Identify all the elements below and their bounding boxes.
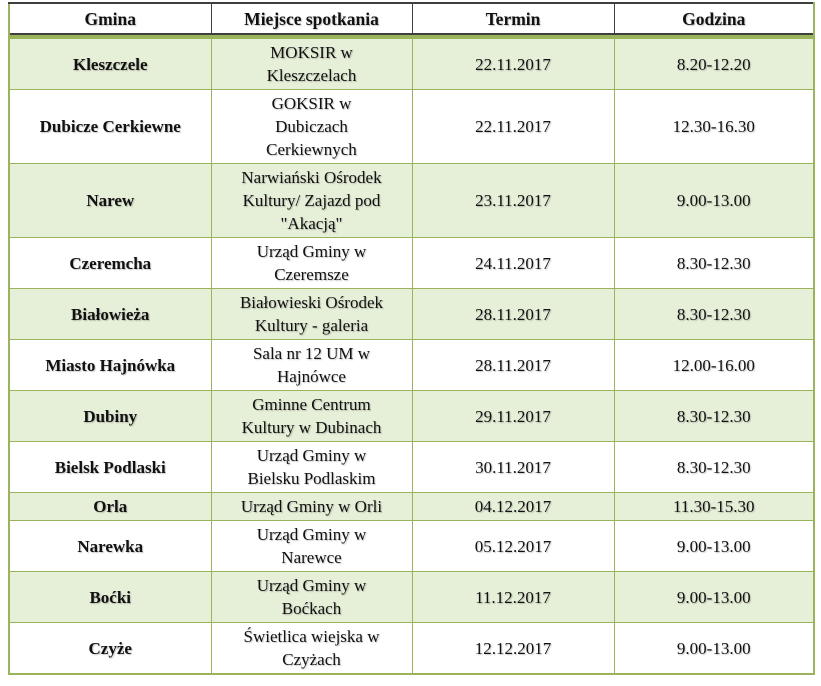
table-row: Boćki Urząd Gminy w Boćkach 11.12.2017 9.00… bbox=[8, 571, 815, 623]
cell-godzina: 8.20-12.20 bbox=[613, 35, 815, 90]
cell-termin: 28.11.2017 bbox=[411, 339, 615, 391]
cell-gmina: Dubicze Cerkiewne bbox=[8, 89, 212, 164]
cell-miejsce: Sala nr 12 UM w Hajnówce bbox=[210, 339, 413, 391]
cell-godzina: 12.00-16.00 bbox=[613, 339, 815, 391]
table-row: Narewka Urząd Gminy w Narewce 05.12.2017 9.… bbox=[8, 520, 815, 572]
column-header-gmina: Gmina bbox=[8, 3, 212, 37]
cell-miejsce: Urząd Gminy w Narewce bbox=[210, 520, 413, 572]
cell-miejsce: Urząd Gminy w Boćkach bbox=[210, 571, 413, 623]
table-row: Narew Narwiański Ośrodek Kultury/ Zajazd … bbox=[8, 163, 815, 238]
cell-godzina: 9.00-13.00 bbox=[613, 622, 815, 675]
cell-gmina: Bielsk Podlaski bbox=[8, 441, 212, 493]
cell-godzina: 8.30-12.30 bbox=[613, 237, 815, 289]
cell-gmina: Dubiny bbox=[8, 390, 212, 442]
cell-gmina: Narewka bbox=[8, 520, 212, 572]
header-row: Gmina Miejsce spotkania Termin Godzina bbox=[8, 3, 815, 37]
cell-termin: 05.12.2017 bbox=[411, 520, 615, 572]
cell-termin: 30.11.2017 bbox=[411, 441, 615, 493]
table-row: Miasto Hajnówka Sala nr 12 UM w Hajnówce 2… bbox=[8, 339, 815, 391]
column-header-miejsce: Miejsce spotkania bbox=[210, 3, 413, 37]
cell-gmina: Czeremcha bbox=[8, 237, 212, 289]
table-row: Dubicze Cerkiewne GOKSIR w Dubiczach Cerk… bbox=[8, 89, 815, 164]
cell-gmina: Orla bbox=[8, 492, 212, 521]
cell-termin: 24.11.2017 bbox=[411, 237, 615, 289]
table-row: Czeremcha Urząd Gminy w Czeremsze 24.11.20… bbox=[8, 237, 815, 289]
column-header-termin: Termin bbox=[411, 3, 615, 37]
cell-gmina: Narew bbox=[8, 163, 212, 238]
cell-miejsce: Białowieski Ośrodek Kultury - galeria bbox=[210, 288, 413, 340]
cell-miejsce: Urząd Gminy w Bielsku Podlaskim bbox=[210, 441, 413, 493]
cell-miejsce: Gminne Centrum Kultury w Dubinach bbox=[210, 390, 413, 442]
table-body: Kleszczele MOKSIR w Kleszczelach 22.11.201… bbox=[8, 35, 815, 675]
cell-godzina: 9.00-13.00 bbox=[613, 163, 815, 238]
cell-gmina: Boćki bbox=[8, 571, 212, 623]
cell-godzina: 12.30-16.30 bbox=[613, 89, 815, 164]
cell-godzina: 9.00-13.00 bbox=[613, 520, 815, 572]
cell-termin: 29.11.2017 bbox=[411, 390, 615, 442]
cell-termin: 22.11.2017 bbox=[411, 35, 615, 90]
cell-godzina: 8.30-12.30 bbox=[613, 288, 815, 340]
cell-termin: 04.12.2017 bbox=[411, 492, 615, 521]
cell-miejsce: MOKSIR w Kleszczelach bbox=[210, 35, 413, 90]
table-row: Bielsk Podlaski Urząd Gminy w Bielsku Pod… bbox=[8, 441, 815, 493]
cell-termin: 11.12.2017 bbox=[411, 571, 615, 623]
cell-miejsce: Narwiański Ośrodek Kultury/ Zajazd pod "… bbox=[210, 163, 413, 238]
cell-godzina: 8.30-12.30 bbox=[613, 390, 815, 442]
cell-miejsce: Urząd Gminy w Orli bbox=[210, 492, 413, 521]
cell-gmina: Miasto Hajnówka bbox=[8, 339, 212, 391]
cell-miejsce: Świetlica wiejska w Czyżach bbox=[210, 622, 413, 675]
table-row: Dubiny Gminne Centrum Kultury w Dubinach 2… bbox=[8, 390, 815, 442]
cell-miejsce: GOKSIR w Dubiczach Cerkiewnych bbox=[210, 89, 413, 164]
table-row: Kleszczele MOKSIR w Kleszczelach 22.11.201… bbox=[8, 35, 815, 90]
table-row: Czyże Świetlica wiejska w Czyżach 12.12.20… bbox=[8, 622, 815, 675]
cell-godzina: 11.30-15.30 bbox=[613, 492, 815, 521]
cell-godzina: 8.30-12.30 bbox=[613, 441, 815, 493]
cell-termin: 22.11.2017 bbox=[411, 89, 615, 164]
cell-gmina: Kleszczele bbox=[8, 35, 212, 90]
cell-gmina: Białowieża bbox=[8, 288, 212, 340]
column-header-godzina: Godzina bbox=[613, 3, 815, 37]
cell-godzina: 9.00-13.00 bbox=[613, 571, 815, 623]
cell-termin: 28.11.2017 bbox=[411, 288, 615, 340]
table-row: Orla Urząd Gminy w Orli 04.12.2017 11.30-15… bbox=[8, 492, 815, 521]
cell-miejsce: Urząd Gminy w Czeremsze bbox=[210, 237, 413, 289]
cell-termin: 23.11.2017 bbox=[411, 163, 615, 238]
cell-gmina: Czyże bbox=[8, 622, 212, 675]
cell-termin: 12.12.2017 bbox=[411, 622, 615, 675]
meeting-schedule-table: Gmina Miejsce spotkania Termin Godzina K… bbox=[8, 2, 815, 675]
table-header: Gmina Miejsce spotkania Termin Godzina bbox=[8, 3, 815, 37]
table-row: Białowieża Białowieski Ośrodek Kultury - … bbox=[8, 288, 815, 340]
